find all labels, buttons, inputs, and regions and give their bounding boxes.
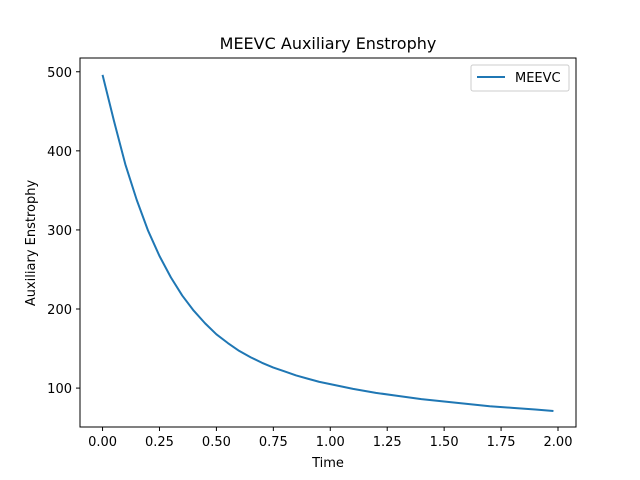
x-tick-label: 2.00 [544,435,573,450]
x-tick-label: 0.75 [259,435,288,450]
y-tick-label: 200 [47,303,72,318]
plot-area: 0.00 0.25 0.50 0.75 1.00 1.25 1.50 1.75 2.00 100 2… [47,66,572,450]
y-tick-label: 100 [47,382,72,397]
series-line-0 [101,74,554,413]
y-axis-label: Auxiliary Enstrophy [24,180,39,307]
x-tick-label: 1.00 [316,435,345,450]
legend: MEEVC [470,64,570,92]
chart-title: MEEVC Auxiliary Enstrophy [220,34,437,53]
x-tick-label: 1.75 [487,435,516,450]
x-axis-label: Time [311,456,344,471]
x-tick-label: 0.50 [202,435,231,450]
x-tick-label: 0.00 [88,435,117,450]
plot-frame [79,57,577,428]
y-tick-label: 500 [47,66,72,81]
x-tick-label: 1.25 [373,435,402,450]
legend-label: MEEVC [515,71,561,86]
y-tick-label: 400 [47,145,72,160]
x-tick-label: 1.50 [430,435,459,450]
legend-box [470,64,570,92]
y-tick-label: 300 [47,224,72,239]
x-tick-label: 0.25 [145,435,174,450]
